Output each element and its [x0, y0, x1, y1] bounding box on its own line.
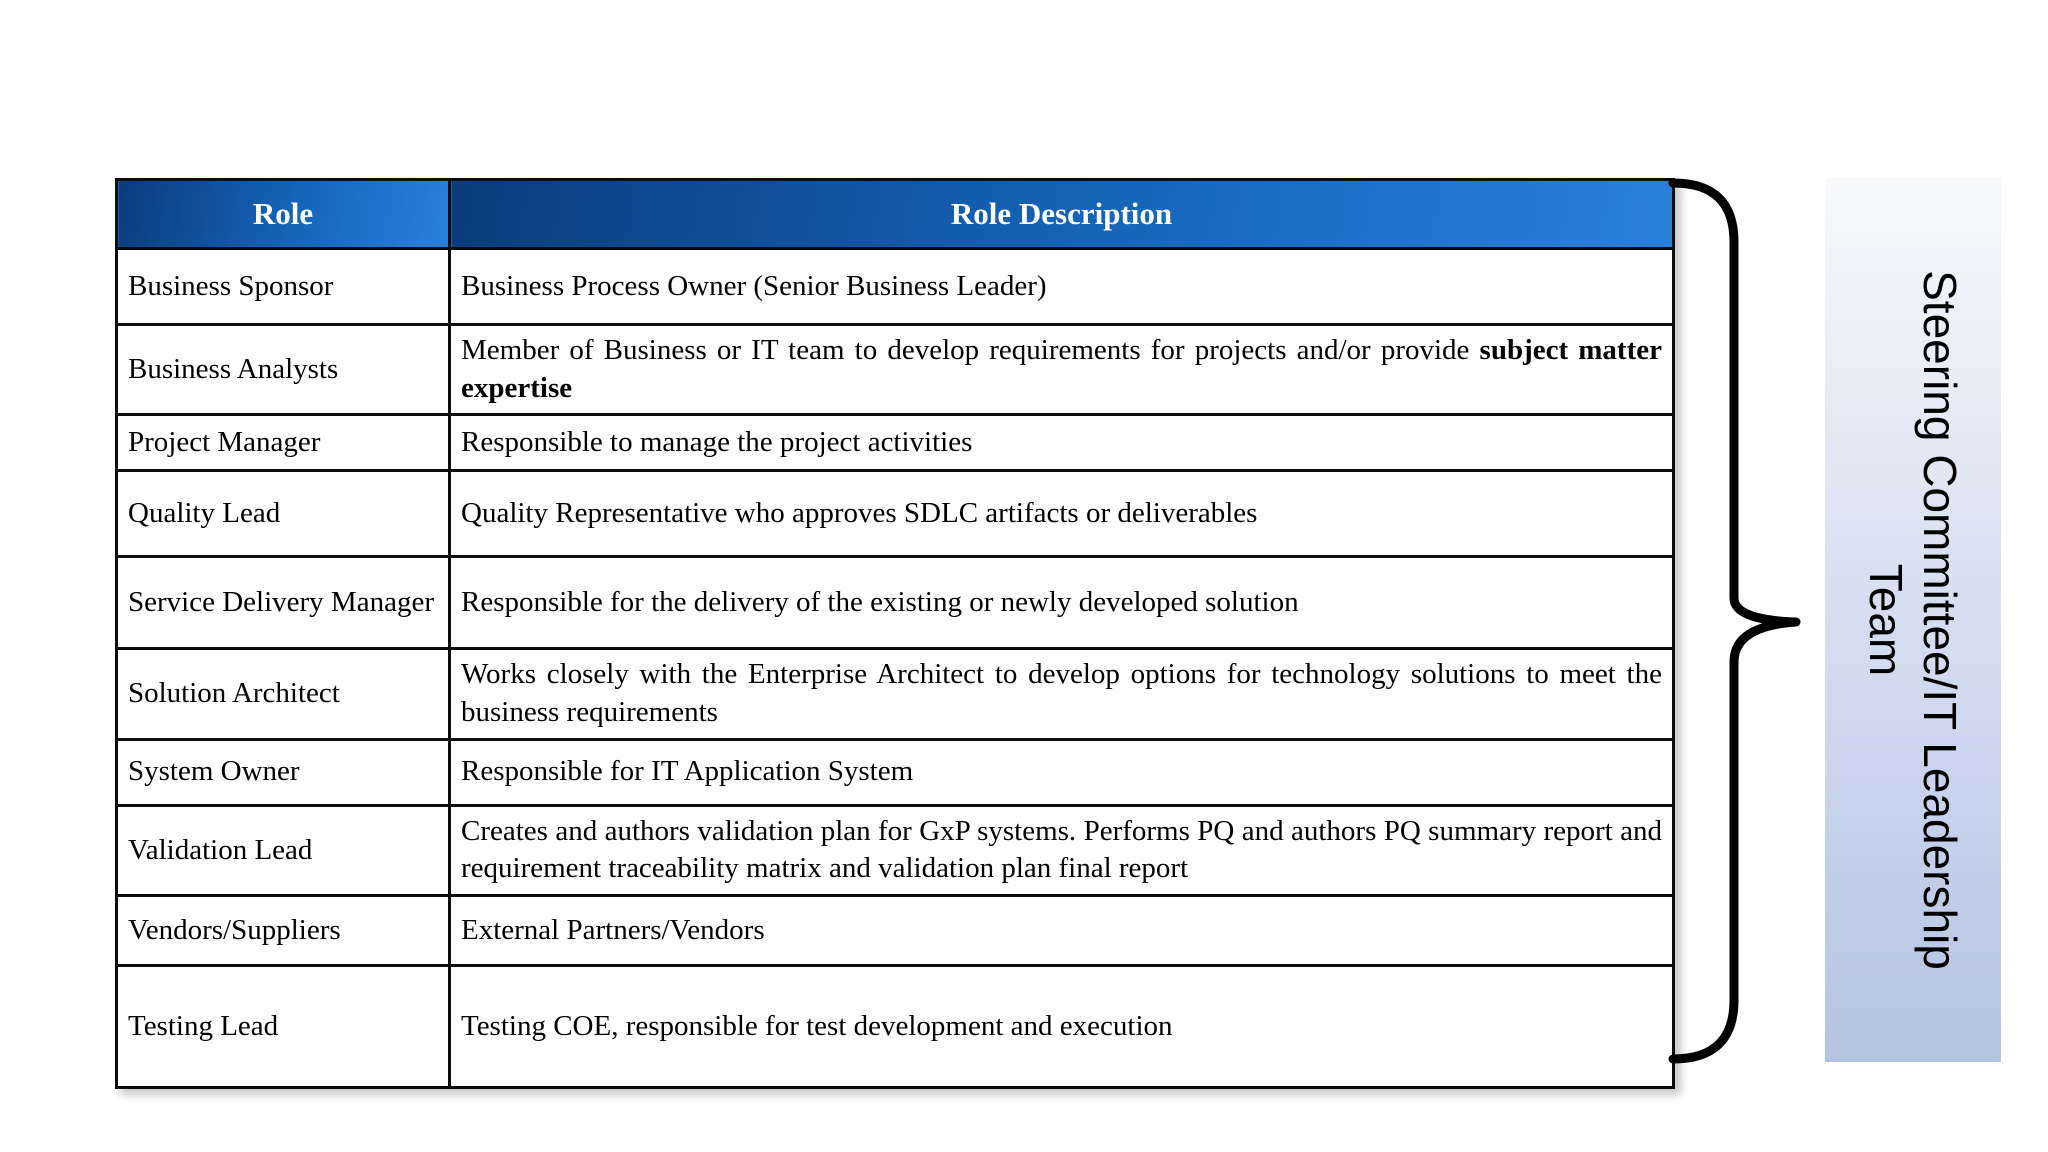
table-row: Validation Lead Creates and authors valid… — [115, 803, 1675, 898]
table-row: Testing Lead Testing COE, responsible for… — [115, 964, 1675, 1090]
role-description-cell: Business Process Owner (Senior Business … — [448, 247, 1675, 326]
role-description-cell: Member of Business or IT team to develop… — [448, 322, 1675, 417]
role-cell: System Owner — [115, 737, 451, 807]
role-cell: Vendors/Suppliers — [115, 894, 451, 968]
role-cell: Solution Architect — [115, 647, 451, 741]
role-cell: Business Analysts — [115, 322, 451, 417]
role-cell: Business Sponsor — [115, 247, 451, 326]
steering-team-label-line1: Steering Committee/IT Leadership — [1914, 270, 1967, 970]
curly-brace — [1668, 178, 1801, 1064]
role-cell: Quality Lead — [115, 469, 451, 559]
role-description-cell: Responsible for IT Application System — [448, 737, 1675, 807]
role-cell: Project Manager — [115, 413, 451, 473]
role-description-cell: Responsible for the delivery of the exis… — [448, 555, 1675, 651]
table-row: Solution Architect Works closely with the… — [115, 647, 1675, 741]
role-cell: Service Delivery Manager — [115, 555, 451, 651]
role-description-cell: Creates and authors validation plan for … — [448, 803, 1675, 898]
table-header-row: Role Role Description — [115, 178, 1675, 250]
table-row: Business Analysts Member of Business or I… — [115, 322, 1675, 417]
role-description-cell: External Partners/Vendors — [448, 894, 1675, 968]
steering-team-panel — [1825, 178, 2001, 1062]
table-row: Project Manager Responsible to manage the… — [115, 413, 1675, 473]
role-description-cell: Works closely with the Enterprise Archit… — [448, 647, 1675, 741]
role-description-cell: Testing COE, responsible for test develo… — [448, 964, 1675, 1090]
roles-table: Role Role Description Business Sponsor Bu… — [115, 178, 1675, 1090]
table-row: Business Sponsor Business Process Owner (… — [115, 247, 1675, 326]
role-description-cell: Quality Representative who approves SDLC… — [448, 469, 1675, 559]
steering-team-label: Steering Committee/IT Leadership Team — [1843, 170, 1983, 1070]
steering-team-label-line2: Team — [1860, 563, 1912, 677]
table-body: Business Sponsor Business Process Owner (… — [115, 247, 1675, 1090]
role-cell: Validation Lead — [115, 803, 451, 898]
table-row: Vendors/Suppliers External Partners/Vendo… — [115, 894, 1675, 968]
table-row: System Owner Responsible for IT Applicati… — [115, 737, 1675, 807]
table-row: Quality Lead Quality Representative who a… — [115, 469, 1675, 559]
role-description-header-cell: Role Description — [448, 178, 1675, 250]
table-row: Service Delivery Manager Responsible for … — [115, 555, 1675, 651]
role-header-cell: Role — [115, 178, 451, 250]
role-cell: Testing Lead — [115, 964, 451, 1090]
role-description-cell: Responsible to manage the project activi… — [448, 413, 1675, 473]
